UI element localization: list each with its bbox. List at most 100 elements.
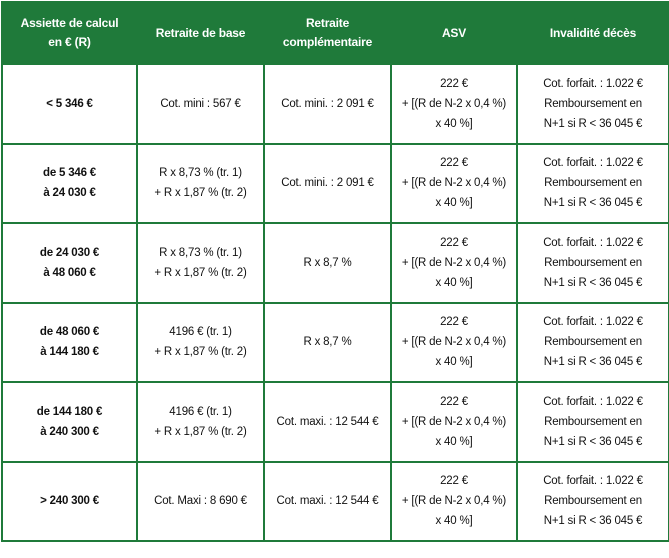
table-cell: Cot. mini. : 2 091 €	[263, 142, 392, 224]
cell-line: Cot. mini. : 2 091 €	[281, 177, 374, 190]
cell-line: de 5 346 €	[43, 167, 96, 180]
header-cell: Retraite complémentaire	[263, 1, 392, 65]
table-cell: Cot. forfait. : 1.022 € Remboursement en N…	[516, 381, 669, 463]
cell-line: x 40 %]	[435, 356, 473, 369]
cell-line: 4196 € (tr. 1)	[169, 405, 232, 418]
header-cell: Assiette de calcul en € (R)	[1, 1, 138, 65]
cell-line: Cot. forfait. : 1.022 €	[543, 77, 643, 90]
table-row: < 5 346 € Cot. mini : 567 € Cot. mini. : 2…	[1, 63, 669, 145]
cell-line: 222 €	[440, 77, 468, 90]
table-cell: Cot. mini : 567 €	[136, 63, 265, 145]
table-row: de 48 060 € à 144 180 € 4196 € (tr. 1) + R …	[1, 301, 669, 383]
table-row: de 144 180 € à 240 300 € 4196 € (tr. 1) + R…	[1, 381, 669, 463]
cell-line: Retraite	[305, 16, 350, 30]
table-body: < 5 346 € Cot. mini : 567 € Cot. mini. : 2…	[1, 63, 669, 542]
cell-line: Cot. forfait. : 1.022 €	[543, 157, 643, 170]
table-cell: Cot. forfait. : 1.022 € Remboursement en N…	[516, 222, 669, 304]
cell-line: Cot. maxi. : 12 544 €	[276, 415, 379, 428]
table-row: > 240 300 € Cot. Maxi : 8 690 € Cot. maxi.…	[1, 460, 669, 542]
table-cell: 222 € + [(R de N-2 x 0,4 %) x 40 %]	[390, 63, 518, 145]
cell-line: N+1 si R < 36 045 €	[543, 197, 643, 210]
cell-line: + [(R de N-2 x 0,4 %)	[401, 415, 507, 428]
bracket-cell: de 5 346 € à 24 030 €	[1, 142, 138, 224]
table-cell: 222 € + [(R de N-2 x 0,4 %) x 40 %]	[390, 142, 518, 224]
table-cell: Cot. forfait. : 1.022 € Remboursement en N…	[516, 63, 669, 145]
table-cell: Cot. Maxi : 8 690 €	[136, 460, 265, 542]
table-cell: R x 8,7 %	[263, 301, 392, 383]
cell-line: Retraite de base	[155, 25, 246, 40]
table-cell: Cot. mini. : 2 091 €	[263, 63, 392, 145]
cell-line: de 48 060 €	[39, 326, 100, 339]
cell-line: Remboursement en	[544, 256, 642, 269]
cell-line: x 40 %]	[435, 276, 473, 289]
cell-line: R x 8,7 %	[303, 336, 352, 349]
cell-line: Cot. mini : 567 €	[160, 97, 241, 110]
cell-line: Remboursement en	[544, 415, 642, 428]
cell-line: + R x 1,87 % (tr. 2)	[154, 425, 247, 438]
table-cell: R x 8,7 %	[263, 222, 392, 304]
table-cell: 222 € + [(R de N-2 x 0,4 %) x 40 %]	[390, 460, 518, 542]
cell-line: 222 €	[440, 475, 468, 488]
bracket-cell: de 48 060 € à 144 180 €	[1, 301, 138, 383]
table-cell: Cot. forfait. : 1.022 € Remboursement en N…	[516, 460, 669, 542]
header-cell: Invalidité décès	[516, 1, 669, 65]
contribution-table: Assiette de calcul en € (R) Retraite de ba…	[1, 1, 669, 542]
cell-line: N+1 si R < 36 045 €	[543, 117, 643, 130]
header-row: Assiette de calcul en € (R) Retraite de ba…	[1, 1, 669, 65]
bracket-cell: > 240 300 €	[1, 460, 138, 542]
cell-line: complémentaire	[282, 35, 373, 49]
cell-line: x 40 %]	[435, 117, 473, 130]
cell-line: Cot. forfait. : 1.022 €	[543, 475, 643, 488]
bracket-cell: de 24 030 € à 48 060 €	[1, 222, 138, 304]
cell-line: Remboursement en	[544, 495, 642, 508]
table-cell: 222 € + [(R de N-2 x 0,4 %) x 40 %]	[390, 222, 518, 304]
cell-line: > 240 300 €	[40, 495, 99, 508]
bracket-cell: de 144 180 € à 240 300 €	[1, 381, 138, 463]
cell-line: + [(R de N-2 x 0,4 %)	[401, 177, 507, 190]
bracket-cell: < 5 346 €	[1, 63, 138, 145]
cell-line: R x 8,7 %	[303, 256, 352, 269]
cell-line: N+1 si R < 36 045 €	[543, 356, 643, 369]
cell-line: Remboursement en	[544, 177, 642, 190]
cell-line: R x 8,73 % (tr. 1)	[159, 246, 242, 259]
cell-line: Assiette de calcul	[20, 16, 119, 30]
cell-line: x 40 %]	[435, 515, 473, 528]
cell-line: Cot. mini. : 2 091 €	[281, 97, 374, 110]
table-cell: Cot. maxi. : 12 544 €	[263, 460, 392, 542]
cell-line: à 24 030 €	[43, 187, 96, 200]
cell-line: 222 €	[440, 236, 468, 249]
table-cell: R x 8,73 % (tr. 1) + R x 1,87 % (tr. 2)	[136, 142, 265, 224]
cell-line: + [(R de N-2 x 0,4 %)	[401, 97, 507, 110]
cell-line: 4196 € (tr. 1)	[169, 326, 232, 339]
cell-line: à 48 060 €	[43, 266, 96, 279]
table-row: de 24 030 € à 48 060 € R x 8,73 % (tr. 1) +…	[1, 222, 669, 304]
table-cell: Cot. forfait. : 1.022 € Remboursement en N…	[516, 142, 669, 224]
cell-line: ASV	[441, 25, 467, 40]
table-cell: 4196 € (tr. 1) + R x 1,87 % (tr. 2)	[136, 381, 265, 463]
table-cell: Cot. maxi. : 12 544 €	[263, 381, 392, 463]
cell-line: + [(R de N-2 x 0,4 %)	[401, 256, 507, 269]
cell-line: Cot. maxi. : 12 544 €	[276, 495, 379, 508]
cell-line: 222 €	[440, 395, 468, 408]
cell-line: N+1 si R < 36 045 €	[543, 435, 643, 448]
cell-line: 222 €	[440, 316, 468, 329]
cell-line: Cot. Maxi : 8 690 €	[154, 495, 247, 508]
cell-line: Invalidité décès	[549, 25, 637, 40]
cell-line: < 5 346 €	[46, 97, 93, 110]
cell-line: Remboursement en	[544, 97, 642, 110]
cell-line: Cot. forfait. : 1.022 €	[543, 395, 643, 408]
cell-line: x 40 %]	[435, 197, 473, 210]
cell-line: Cot. forfait. : 1.022 €	[543, 236, 643, 249]
cell-line: en € (R)	[48, 35, 91, 49]
header-cell: ASV	[390, 1, 518, 65]
cell-line: à 240 300 €	[40, 425, 99, 438]
cell-line: + R x 1,87 % (tr. 2)	[154, 346, 247, 359]
cell-line: x 40 %]	[435, 435, 473, 448]
cell-line: Cot. forfait. : 1.022 €	[543, 316, 643, 329]
table-cell: Cot. forfait. : 1.022 € Remboursement en N…	[516, 301, 669, 383]
cell-line: N+1 si R < 36 045 €	[543, 276, 643, 289]
cell-line: R x 8,73 % (tr. 1)	[159, 167, 242, 180]
cell-line: de 24 030 €	[39, 246, 100, 259]
cell-line: + [(R de N-2 x 0,4 %)	[401, 495, 507, 508]
